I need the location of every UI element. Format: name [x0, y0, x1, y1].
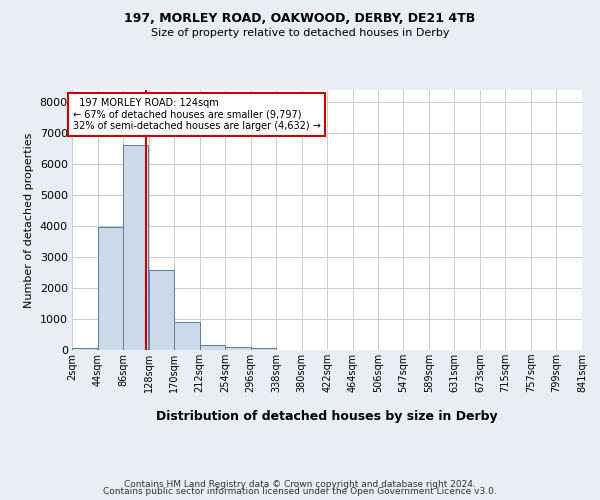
Bar [226, 347, 251, 350]
Bar [149, 270, 174, 350]
Y-axis label: Number of detached properties: Number of detached properties [24, 132, 34, 308]
Text: Contains HM Land Registry data © Crown copyright and database right 2024.: Contains HM Land Registry data © Crown c… [124, 480, 476, 489]
Text: Contains public sector information licensed under the Open Government Licence v3: Contains public sector information licen… [103, 488, 497, 496]
Bar [174, 322, 199, 350]
Bar [200, 346, 225, 350]
Text: 197 MORLEY ROAD: 124sqm
← 67% of detached houses are smaller (9,797)
32% of semi: 197 MORLEY ROAD: 124sqm ← 67% of detache… [73, 98, 320, 131]
Bar [123, 145, 148, 350]
Text: Distribution of detached houses by size in Derby: Distribution of detached houses by size … [156, 410, 498, 423]
Bar [251, 348, 276, 350]
Bar [72, 348, 97, 350]
Text: Size of property relative to detached houses in Derby: Size of property relative to detached ho… [151, 28, 449, 38]
Bar [98, 227, 123, 350]
Text: 197, MORLEY ROAD, OAKWOOD, DERBY, DE21 4TB: 197, MORLEY ROAD, OAKWOOD, DERBY, DE21 4… [124, 12, 476, 26]
